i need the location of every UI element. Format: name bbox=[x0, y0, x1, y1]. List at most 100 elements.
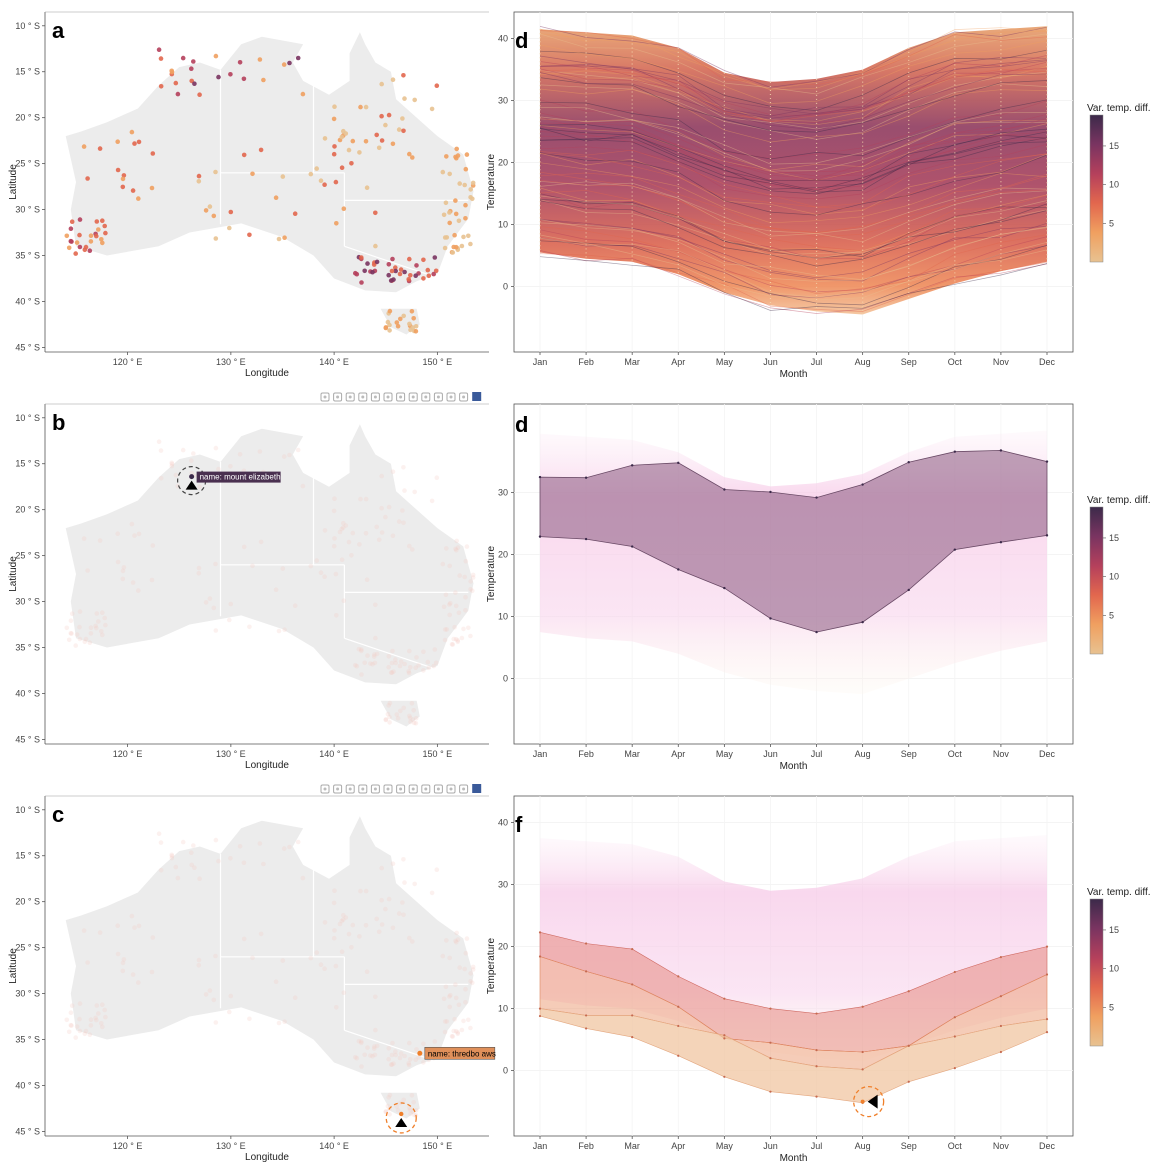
station-point[interactable] bbox=[203, 600, 209, 605]
station-point[interactable] bbox=[77, 624, 82, 630]
lasso-icon[interactable] bbox=[370, 784, 380, 794]
station-point[interactable] bbox=[410, 547, 415, 552]
station-point[interactable] bbox=[386, 1095, 392, 1100]
station-point[interactable] bbox=[339, 165, 345, 170]
station-point[interactable] bbox=[459, 1027, 465, 1033]
station-point[interactable] bbox=[180, 839, 186, 845]
station-point[interactable] bbox=[68, 226, 74, 231]
station-point[interactable] bbox=[300, 91, 306, 97]
station-point[interactable] bbox=[387, 308, 393, 314]
station-point[interactable] bbox=[390, 141, 396, 147]
station-point[interactable] bbox=[383, 717, 389, 723]
station-point[interactable] bbox=[433, 660, 439, 666]
station-point[interactable] bbox=[77, 609, 83, 614]
station-point[interactable] bbox=[356, 646, 362, 652]
station-point[interactable] bbox=[64, 1017, 70, 1023]
map-panel-b[interactable]: 10 ° S 15 ° S 20 ° S 25 ° S 30 ° S 35 ° S 40 °… bbox=[8, 403, 489, 771]
station-point[interactable] bbox=[339, 557, 345, 562]
zoom-out-icon[interactable] bbox=[396, 392, 406, 402]
station-point[interactable] bbox=[169, 460, 174, 466]
station-point[interactable] bbox=[453, 211, 459, 217]
station-point[interactable] bbox=[390, 1040, 395, 1046]
station-point[interactable] bbox=[379, 113, 384, 119]
station-point[interactable] bbox=[470, 196, 475, 202]
station-point[interactable] bbox=[401, 1097, 407, 1103]
station-point[interactable] bbox=[282, 627, 287, 632]
station-point[interactable] bbox=[308, 171, 314, 177]
station-point[interactable] bbox=[453, 590, 458, 595]
station-point[interactable] bbox=[354, 663, 360, 669]
map-panel-c[interactable]: 10 ° S 15 ° S 20 ° S 25 ° S 30 ° S 35 ° S 40 °… bbox=[8, 795, 496, 1162]
station-point[interactable] bbox=[83, 636, 89, 642]
station-point[interactable] bbox=[461, 1018, 466, 1024]
station-point[interactable] bbox=[81, 928, 87, 933]
station-point[interactable] bbox=[82, 1031, 88, 1037]
station-point[interactable] bbox=[453, 636, 459, 642]
station-point[interactable] bbox=[228, 993, 234, 999]
station-point[interactable] bbox=[379, 530, 385, 535]
station-point[interactable] bbox=[149, 577, 155, 583]
station-point[interactable] bbox=[331, 508, 337, 514]
station-point[interactable] bbox=[397, 663, 403, 669]
station-point[interactable] bbox=[99, 629, 104, 634]
station-point[interactable] bbox=[350, 922, 356, 928]
station-point[interactable] bbox=[94, 625, 99, 631]
station-point[interactable] bbox=[421, 257, 426, 263]
plotly-logo-icon[interactable] bbox=[472, 784, 482, 793]
station-point[interactable] bbox=[413, 1057, 419, 1062]
station-point[interactable] bbox=[81, 536, 87, 541]
station-point[interactable] bbox=[387, 700, 393, 706]
station-point[interactable] bbox=[341, 206, 347, 211]
station-point[interactable] bbox=[464, 936, 470, 941]
station-point[interactable] bbox=[129, 129, 135, 135]
station-point[interactable] bbox=[410, 155, 415, 160]
station-point[interactable] bbox=[389, 268, 395, 274]
station-point[interactable] bbox=[94, 233, 99, 239]
station-point[interactable] bbox=[359, 280, 364, 285]
station-point[interactable] bbox=[69, 1003, 75, 1008]
station-point[interactable] bbox=[77, 1028, 83, 1034]
station-point[interactable] bbox=[401, 912, 406, 918]
station-point[interactable] bbox=[376, 145, 382, 151]
station-point[interactable] bbox=[468, 1025, 473, 1031]
station-point[interactable] bbox=[386, 504, 392, 510]
station-point[interactable] bbox=[180, 447, 186, 453]
station-point[interactable] bbox=[82, 247, 88, 253]
station-point[interactable] bbox=[68, 618, 74, 623]
station-point[interactable] bbox=[196, 957, 202, 963]
station-point[interactable] bbox=[189, 458, 194, 464]
station-point[interactable] bbox=[349, 945, 354, 950]
station-point[interactable] bbox=[397, 1055, 403, 1061]
station-point[interactable] bbox=[362, 1052, 368, 1058]
station-point[interactable] bbox=[365, 653, 370, 658]
station-point[interactable] bbox=[102, 1007, 107, 1013]
station-point[interactable] bbox=[292, 995, 298, 1000]
station-point[interactable] bbox=[383, 514, 388, 520]
station-point[interactable] bbox=[88, 239, 94, 244]
station-point[interactable] bbox=[379, 897, 384, 903]
station-point[interactable] bbox=[387, 1112, 392, 1117]
station-point[interactable] bbox=[332, 928, 337, 933]
station-point[interactable] bbox=[413, 1113, 419, 1118]
station-point[interactable] bbox=[410, 717, 416, 722]
station-point[interactable] bbox=[463, 950, 469, 956]
station-point[interactable] bbox=[421, 276, 426, 281]
station-point[interactable] bbox=[429, 890, 435, 896]
station-point[interactable] bbox=[100, 1024, 105, 1030]
station-point[interactable] bbox=[120, 184, 126, 190]
station-point[interactable] bbox=[398, 708, 403, 714]
station-point[interactable] bbox=[173, 80, 179, 86]
station-point[interactable] bbox=[97, 146, 103, 151]
station-point[interactable] bbox=[398, 1051, 404, 1056]
station-point[interactable] bbox=[156, 47, 162, 52]
station-point[interactable] bbox=[455, 1030, 461, 1035]
station-point[interactable] bbox=[81, 144, 87, 149]
station-point[interactable] bbox=[115, 531, 120, 536]
station-point[interactable] bbox=[213, 236, 219, 241]
station-point[interactable] bbox=[372, 1052, 378, 1058]
station-point[interactable] bbox=[322, 920, 328, 925]
station-point[interactable] bbox=[470, 180, 476, 186]
station-point[interactable] bbox=[364, 577, 370, 582]
station-point[interactable] bbox=[463, 986, 468, 992]
station-point[interactable] bbox=[121, 173, 127, 178]
